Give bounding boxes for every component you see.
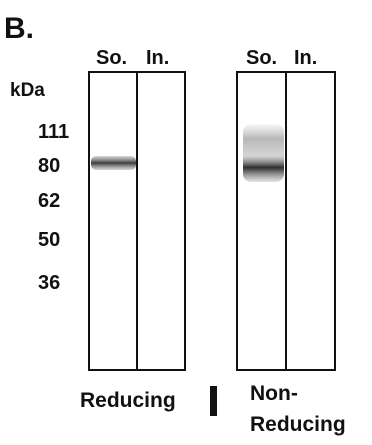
figure-panel: B. So. In. So. In. kDa 111 80 62 50 36 R… (0, 0, 372, 440)
marker-label: 36 (38, 272, 60, 294)
unit-label: kDa (10, 80, 45, 101)
panel-label: B. (4, 12, 34, 45)
marker-label: 80 (38, 155, 60, 177)
lane-label: In. (146, 47, 169, 69)
condition-label: Reducing (80, 389, 176, 412)
marker-label: 111 (38, 121, 69, 143)
marker-label: 62 (38, 190, 60, 212)
separator-bar (210, 386, 217, 416)
protein-band (243, 124, 284, 182)
condition-label: Reducing (250, 413, 346, 436)
lane-label: So. (246, 47, 277, 69)
page: B. So. In. So. In. kDa 111 80 62 50 36 R… (0, 0, 372, 440)
lane-label: In. (294, 47, 317, 69)
protein-band (91, 156, 136, 170)
lane-label: So. (96, 47, 127, 69)
condition-label: Non- (250, 382, 298, 405)
marker-label: 50 (38, 229, 60, 251)
